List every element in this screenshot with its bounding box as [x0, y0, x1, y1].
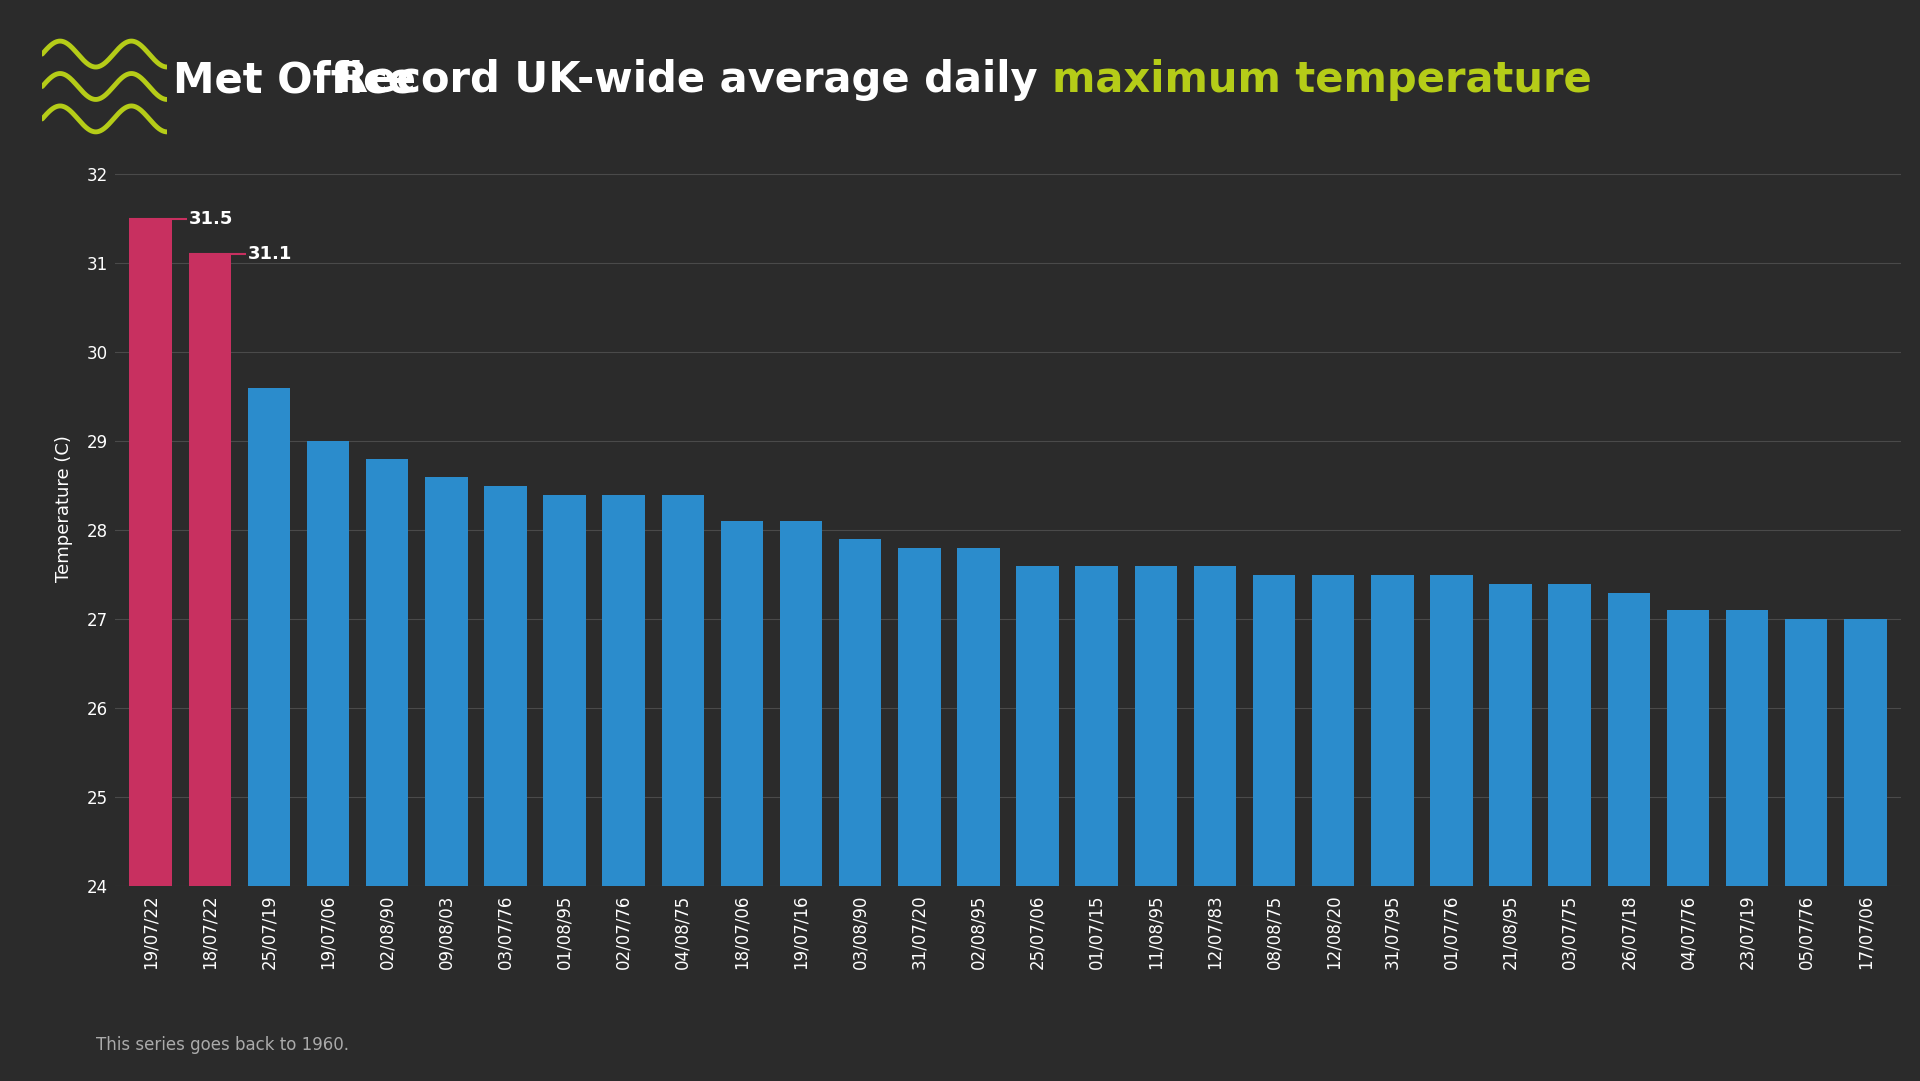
- Bar: [958, 548, 1000, 886]
- Bar: [1667, 611, 1709, 886]
- Bar: [1252, 575, 1296, 886]
- Bar: [188, 254, 230, 886]
- Y-axis label: Temperature (C): Temperature (C): [56, 435, 73, 582]
- Bar: [1135, 566, 1177, 886]
- Bar: [1311, 575, 1354, 886]
- Bar: [1490, 584, 1532, 886]
- Bar: [1843, 619, 1887, 886]
- Text: 31.1: 31.1: [248, 245, 292, 264]
- Bar: [307, 441, 349, 886]
- Bar: [1786, 619, 1828, 886]
- Bar: [1016, 566, 1058, 886]
- Bar: [129, 218, 173, 886]
- Bar: [543, 495, 586, 886]
- Bar: [899, 548, 941, 886]
- Text: Record UK-wide average daily: Record UK-wide average daily: [336, 59, 1052, 102]
- Bar: [1075, 566, 1117, 886]
- Bar: [780, 521, 822, 886]
- Bar: [1726, 611, 1768, 886]
- Bar: [424, 477, 468, 886]
- Bar: [1430, 575, 1473, 886]
- Text: 31.5: 31.5: [188, 210, 234, 228]
- Bar: [603, 495, 645, 886]
- Bar: [248, 388, 290, 886]
- Bar: [1607, 592, 1649, 886]
- Bar: [662, 495, 705, 886]
- Text: Met Office: Met Office: [173, 59, 417, 102]
- Bar: [1194, 566, 1236, 886]
- Text: This series goes back to 1960.: This series goes back to 1960.: [96, 1036, 349, 1054]
- Bar: [839, 539, 881, 886]
- Bar: [367, 459, 409, 886]
- Text: maximum temperature: maximum temperature: [1052, 59, 1592, 102]
- Bar: [720, 521, 764, 886]
- Bar: [484, 485, 526, 886]
- Bar: [1371, 575, 1413, 886]
- Bar: [1548, 584, 1592, 886]
